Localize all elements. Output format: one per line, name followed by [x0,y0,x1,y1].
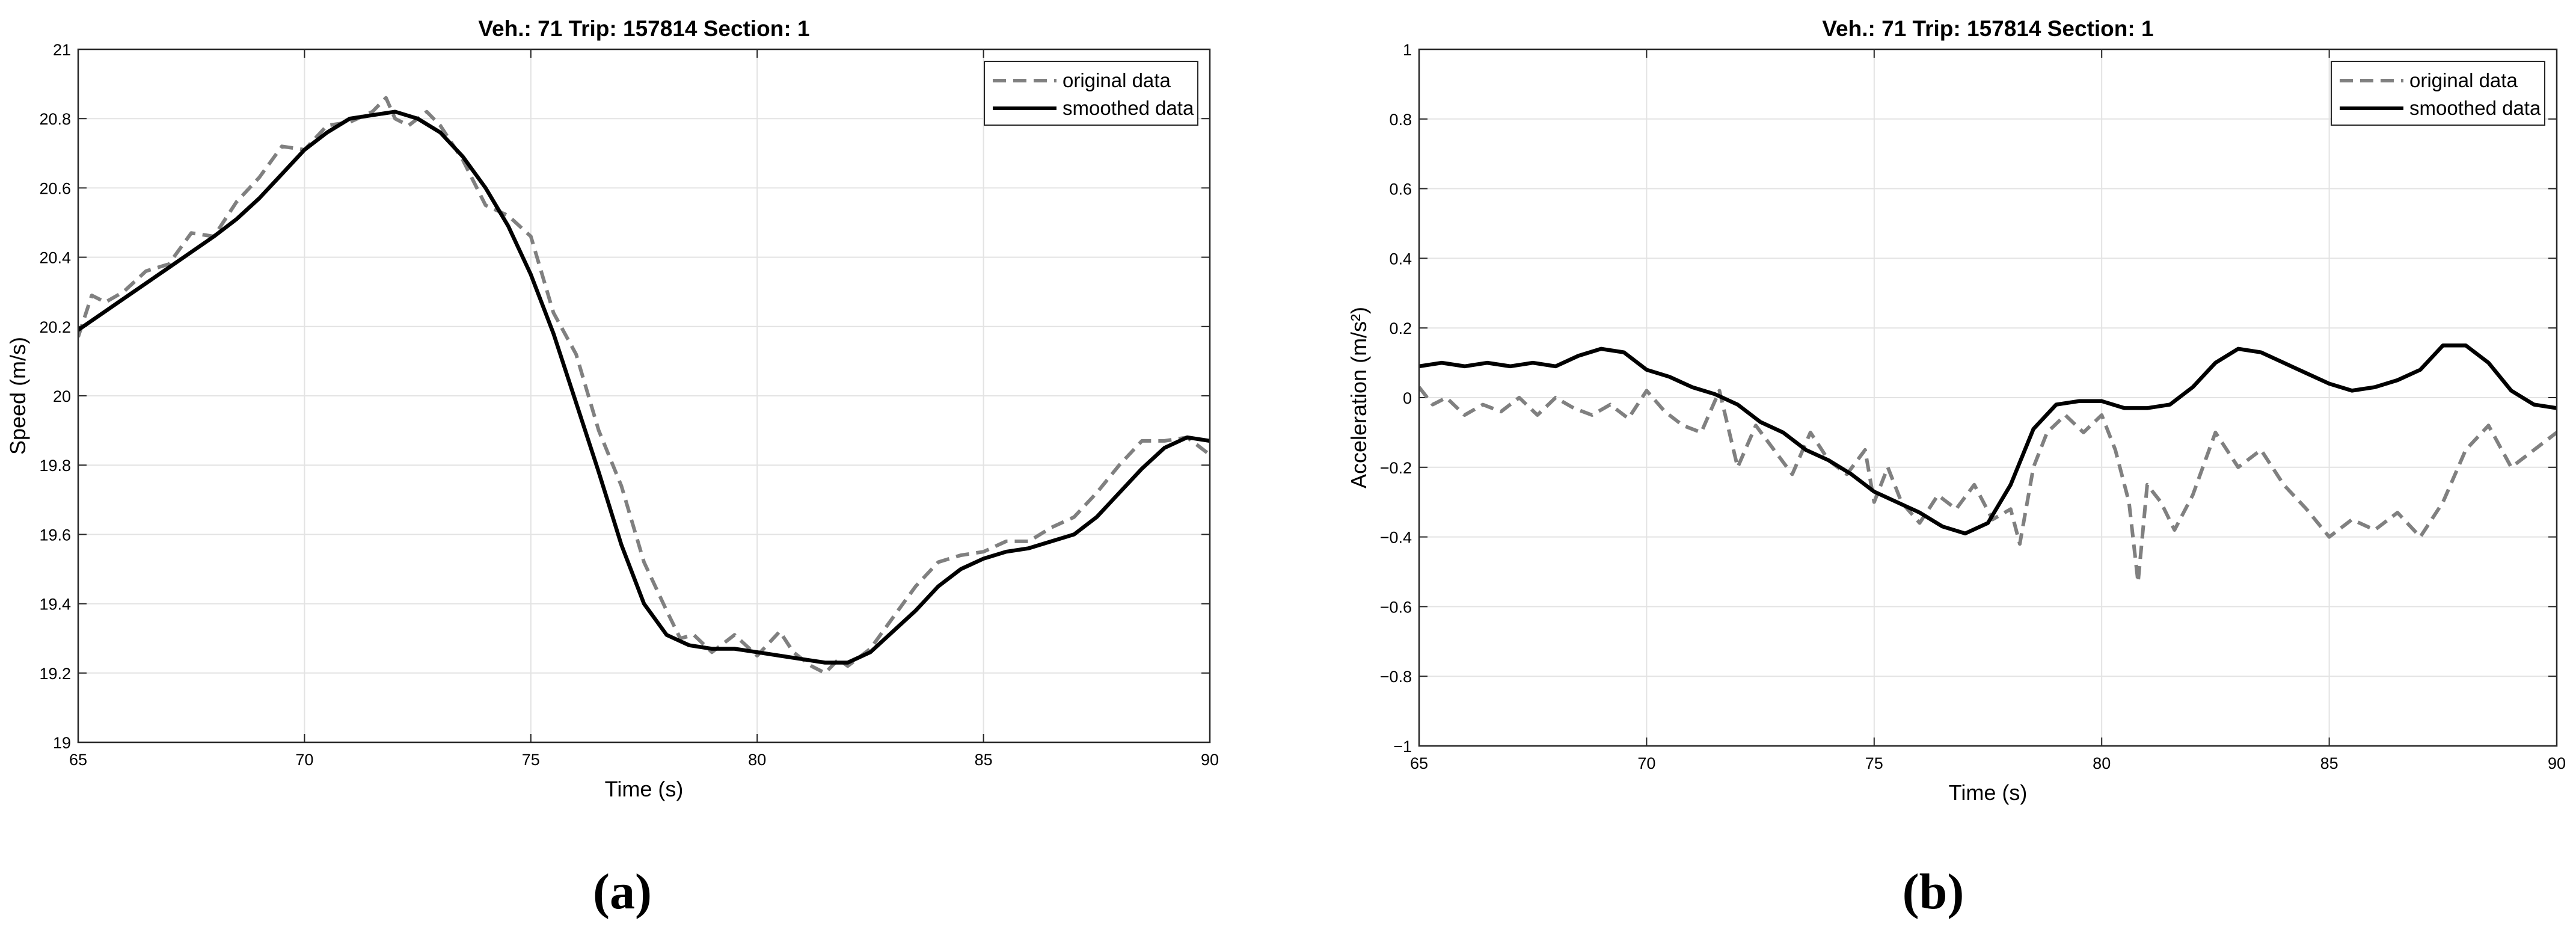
y-tick-label: 20.8 [39,110,71,128]
legend-box [984,61,1198,126]
y-tick-label: −0.6 [1380,598,1412,616]
chart-panel-a: 65 70 75 80 85 90 19 19.2 19.4 19.6 19.8 20 20.2 20.4… [5,16,1219,920]
panel-caption: (a) [593,864,652,920]
x-tick-label: 75 [522,751,540,769]
legend-box [2331,61,2545,126]
x-tick-label: 90 [1201,751,1219,769]
y-tick-label: 0.2 [1389,319,1412,337]
x-axis-label: Time (s) [1949,780,2028,805]
axes-box [1418,48,2558,747]
series-line-1 [78,109,1210,665]
y-tick-label: 19.2 [39,665,71,683]
x-tick-label: 80 [748,751,766,769]
series-line-0 [1419,386,2557,584]
chart-title: Veh.: 71 Trip: 157814 Section: 1 [1822,16,2153,41]
y-tick-label: −0.4 [1380,529,1412,547]
x-tick-label: 70 [295,751,313,769]
legend-label-1: smoothed data [2409,97,2541,119]
x-tick-label: 65 [69,751,87,769]
x-tick-label: 90 [2548,754,2566,772]
x-axis-label: Time (s) [605,777,684,801]
x-tick-label: 80 [2093,754,2111,772]
series-group [78,96,1210,675]
x-tick-label: 70 [1637,754,1655,772]
panel-caption: (b) [1903,864,1964,920]
chart-title: Veh.: 71 Trip: 157814 Section: 1 [478,16,809,41]
y-tick-label: 20.2 [39,318,71,336]
legend-label-0: original data [2409,69,2518,91]
y-tick-label: −0.2 [1380,459,1412,477]
x-tick-label: 85 [975,751,993,769]
y-tick-label: 20 [53,387,71,405]
y-tick-label: 19 [53,734,71,752]
y-tick-label: 0.8 [1389,111,1412,129]
y-tick-label: 0 [1403,389,1412,407]
y-tick-label: 1 [1403,41,1412,59]
x-tick-label: 75 [1865,754,1883,772]
y-tick-label: −1 [1393,738,1412,756]
y-axis-label: Acceleration (m/s²) [1346,307,1371,488]
x-tick-label: 85 [2320,754,2338,772]
y-tick-label: 19.4 [39,596,71,614]
x-tick-label: 65 [1410,754,1428,772]
y-tick-label: 0.6 [1389,180,1412,199]
y-tick-label: 21 [53,41,71,59]
y-tick-label: 0.4 [1389,250,1412,268]
series-group [1419,343,2557,584]
series-line-1 [1419,343,2557,536]
series-line-0 [78,96,1210,675]
axes-box [77,48,1211,744]
y-tick-label: 20.6 [39,179,71,197]
legend-label-0: original data [1063,69,1171,91]
y-axis-label: Speed (m/s) [5,337,30,455]
chart-panel-b: 65 70 75 80 85 90 −1 −0.8 −0.6 −0.4 −0.2 0 0.2 0.4 0.6… [1346,16,2566,920]
y-tick-label: 20.4 [39,249,71,267]
y-tick-label: 19.6 [39,526,71,544]
legend-label-1: smoothed data [1063,97,1194,119]
y-tick-label: 19.8 [39,457,71,475]
y-tick-label: −0.8 [1380,668,1412,686]
